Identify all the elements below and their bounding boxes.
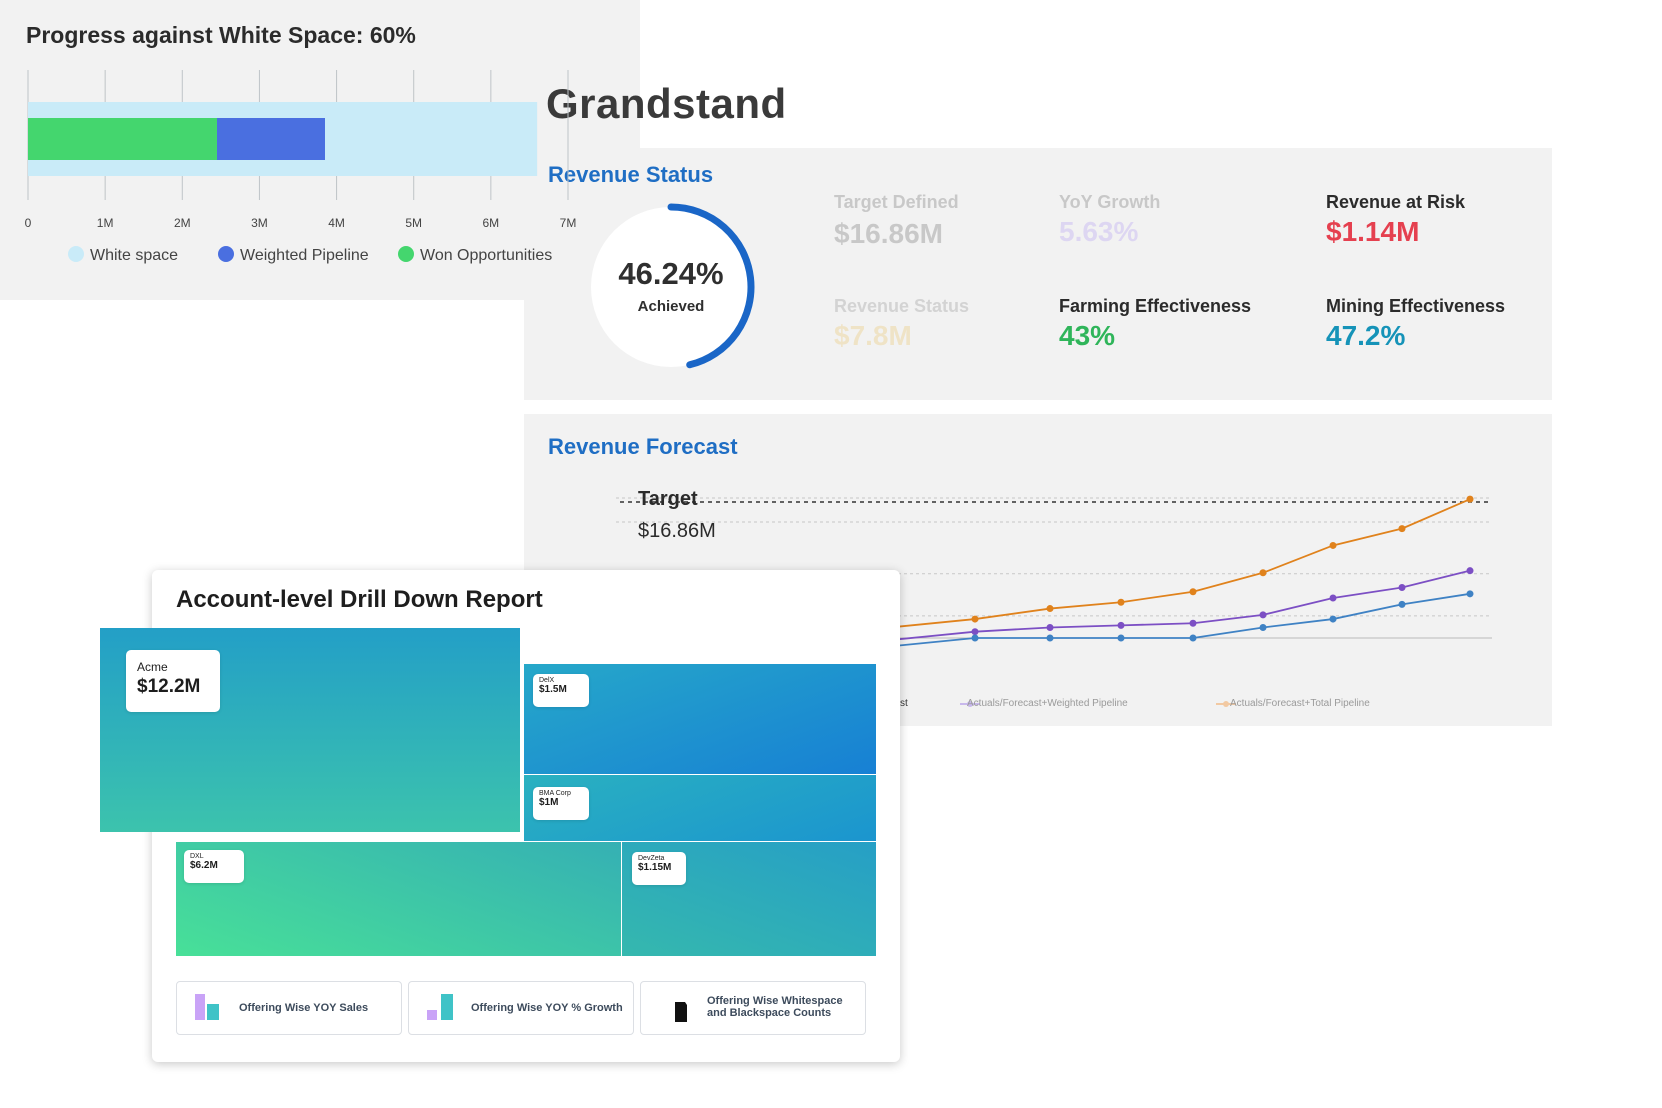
achieved-donut: [591, 203, 755, 369]
tile-devzeta[interactable]: DevZeta $1.15M: [622, 842, 876, 956]
bar-chart-icon: [195, 994, 219, 1020]
series-point: [1466, 495, 1474, 503]
legend-weighted-pipeline: Actuals/Forecast+Weighted Pipeline: [967, 698, 1128, 709]
growth-chart-icon: [427, 994, 453, 1020]
metric-value-farming-effectiveness: 43%: [1059, 320, 1116, 351]
tile-label-acme: Acme $12.2M: [126, 650, 220, 712]
metric-value-revenue-status: $7.8M: [834, 320, 912, 351]
series-point: [1329, 541, 1337, 549]
bar-won-opportunities: [28, 118, 217, 160]
series-point: [1398, 525, 1406, 533]
ws-tick-label: 3M: [251, 216, 268, 230]
report-yoy-growth-button[interactable]: Offering Wise YOY % Growth: [408, 981, 634, 1035]
tile-label-delx: DelX $1.5M: [533, 674, 589, 707]
report-label: Offering Wise Whitespace and Blackspace …: [707, 995, 843, 1019]
document-icon: [675, 1002, 687, 1022]
legend-weighted-pipeline-ws: Weighted Pipeline: [218, 246, 369, 265]
series-point: [1046, 605, 1054, 613]
series-point: [1259, 611, 1267, 619]
ws-tick-label: 0: [24, 216, 32, 230]
donut-value: 46.24%: [618, 256, 724, 291]
ws-tick-label: 4M: [328, 216, 345, 230]
metric-label-yoy-growth: YoY Growth: [1059, 192, 1161, 212]
tile-bma-corp[interactable]: BMA Corp $1M: [524, 775, 876, 841]
tile-acme[interactable]: Acme $12.2M: [100, 628, 520, 832]
series-point: [1189, 634, 1197, 642]
app-title: Grandstand: [546, 80, 787, 127]
tile-dxl[interactable]: DXL $6.2M: [176, 842, 621, 956]
ws-tick-label: 5M: [405, 216, 423, 230]
white-space-title: Progress against White Space: 60%: [26, 22, 416, 48]
series-point: [1466, 567, 1474, 575]
series-line-1: [873, 569, 1471, 643]
metric-value-yoy-growth: 5.63%: [1059, 216, 1139, 247]
series-point: [971, 628, 979, 636]
ws-tick-label: 2M: [173, 216, 191, 230]
metric-label-target-defined: Target Defined: [834, 192, 959, 212]
series-point: [1189, 588, 1197, 596]
donut-progress-arc: [667, 203, 755, 369]
series-point: [1259, 569, 1267, 577]
series-point: [1117, 634, 1125, 642]
legend-total-pipeline: Actuals/Forecast+Total Pipeline: [1230, 698, 1370, 709]
legend-swatch-dot-0: [967, 701, 973, 707]
metric-value-mining-effectiveness: 47.2%: [1326, 320, 1406, 351]
series-point: [971, 615, 979, 623]
series-point: [1329, 615, 1337, 623]
metric-label-revenue-at-risk: Revenue at Risk: [1326, 192, 1466, 212]
target-label: Target: [638, 488, 698, 510]
series-point: [1466, 590, 1474, 598]
series-point: [1117, 621, 1125, 629]
series-point: [1398, 600, 1406, 608]
series-point: [1189, 619, 1197, 627]
series-point: [1398, 584, 1406, 592]
tile-delx[interactable]: DelX $1.5M: [524, 664, 876, 774]
drill-down-title: Account-level Drill Down Report: [176, 586, 543, 613]
revenue-status-title: Revenue Status: [548, 162, 714, 187]
report-yoy-sales-button[interactable]: Offering Wise YOY Sales: [176, 981, 402, 1035]
ws-tick-label: 1M: [96, 216, 114, 230]
series-point: [1329, 594, 1337, 602]
metric-value-target-defined: $16.86M: [834, 218, 943, 249]
white-space-panel: Progress against White Space: 60% 0 1M 2M 3…: [0, 0, 640, 300]
series-point: [1046, 634, 1054, 642]
metric-label-revenue-status: Revenue Status: [834, 296, 970, 316]
ws-tick-label: 6M: [482, 216, 500, 230]
ws-tick-label: 7M: [559, 216, 577, 230]
metric-label-farming-effectiveness: Farming Effectiveness: [1059, 296, 1252, 316]
donut-label: Achieved: [637, 298, 705, 315]
tile-label-dxl: DXL $6.2M: [184, 850, 244, 883]
series-point: [1117, 598, 1125, 606]
legend-swatch-dot-1: [1223, 701, 1229, 707]
report-label: Offering Wise YOY Sales: [239, 1002, 369, 1014]
report-label: Offering Wise YOY % Growth: [471, 1002, 623, 1014]
metric-value-revenue-at-risk: $1.14M: [1326, 216, 1420, 247]
legend-white-space: White space: [68, 246, 178, 265]
metric-label-mining-effectiveness: Mining Effectiveness: [1326, 296, 1506, 316]
report-whitespace-button[interactable]: Offering Wise Whitespace and Blackspace …: [640, 981, 866, 1035]
series-point: [1259, 623, 1267, 631]
series-point: [1046, 623, 1054, 631]
legend-won-opportunities: Won Opportunities: [398, 246, 552, 265]
revenue-forecast-title: Revenue Forecast: [548, 434, 738, 459]
target-value: $16.86M: [638, 520, 716, 542]
series-point: [971, 634, 979, 642]
revenue-status-panel: Revenue Status 46.24% Achieved Target De…: [524, 148, 1552, 400]
forecast-chart: [616, 495, 1492, 707]
white-space-chart: [27, 70, 569, 200]
tile-label-devzeta: DevZeta $1.15M: [632, 852, 686, 885]
tile-label-bma-corp: BMA Corp $1M: [533, 787, 589, 820]
